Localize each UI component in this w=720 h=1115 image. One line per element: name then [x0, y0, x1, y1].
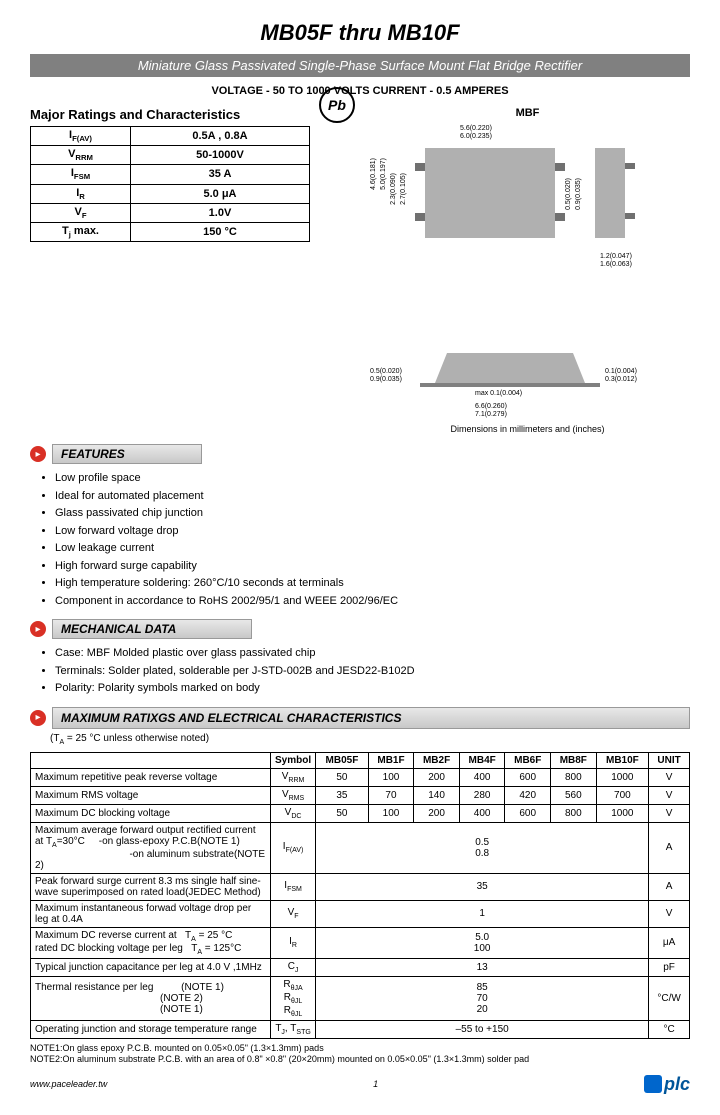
ratings-table: IF(AV)0.5A , 0.8AVRRM50-1000VIFSM35 AIR5… [30, 126, 310, 242]
features-header: FEATURES [52, 444, 202, 464]
spec-table: SymbolMB05FMB1FMB2FMB4FMB6FMB8FMB10FUNIT… [30, 752, 690, 1039]
mechanical-header: MECHANICAL DATA [52, 619, 252, 639]
arrow-icon: ▸ [30, 710, 46, 726]
package-label: MBF [365, 107, 690, 119]
arrow-icon: ▸ [30, 621, 46, 637]
package-diagram-top: 5.6(0.220) 6.0(0.235) 4.6(0.181) 5.0(0.1… [365, 123, 665, 323]
dimension-note: Dimensions in millimeters and (inches) [365, 424, 690, 434]
package-diagram-side: 0.5(0.020) 0.9(0.035) max 0.1(0.004) 0.1… [365, 338, 665, 418]
arrow-icon: ▸ [30, 446, 46, 462]
pb-free-badge: Pb [319, 87, 355, 123]
banner-text: Miniature Glass Passivated Single-Phase … [30, 54, 690, 77]
document-title: MB05F thru MB10F [30, 20, 690, 46]
spec-header: MAXIMUM RATIXGS AND ELECTRICAL CHARACTER… [52, 707, 690, 729]
brand-logo: plc [644, 1074, 690, 1095]
features-list: Low profile spaceIdeal for automated pla… [55, 470, 690, 609]
footer-notes: NOTE1:On glass epoxy P.C.B. mounted on 0… [30, 1043, 690, 1066]
subtitle-text: VOLTAGE - 50 TO 1000 VOLTS CURRENT - 0.5… [30, 85, 690, 97]
ratings-title: Major Ratings and Characteristics [30, 107, 350, 122]
mechanical-list: Case: MBF Molded plastic over glass pass… [55, 645, 690, 697]
footer-url: www.paceleader.tw [30, 1079, 107, 1089]
page-number: 1 [373, 1079, 378, 1089]
spec-condition-note: (TA = 25 °C unless otherwise noted) [50, 733, 690, 746]
